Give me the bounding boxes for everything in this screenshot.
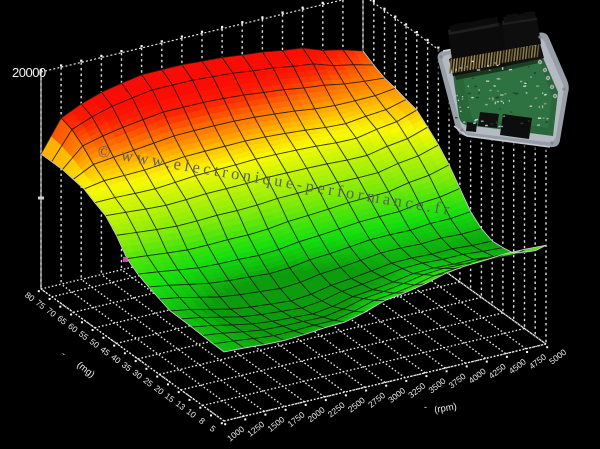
- svg-text:-: -: [60, 349, 69, 359]
- svg-text:(rpm): (rpm): [433, 401, 457, 416]
- svg-text:-: -: [424, 402, 427, 412]
- svg-text:8: 8: [197, 415, 207, 426]
- svg-text:20000: 20000: [12, 65, 46, 80]
- svg-text:5: 5: [208, 423, 218, 434]
